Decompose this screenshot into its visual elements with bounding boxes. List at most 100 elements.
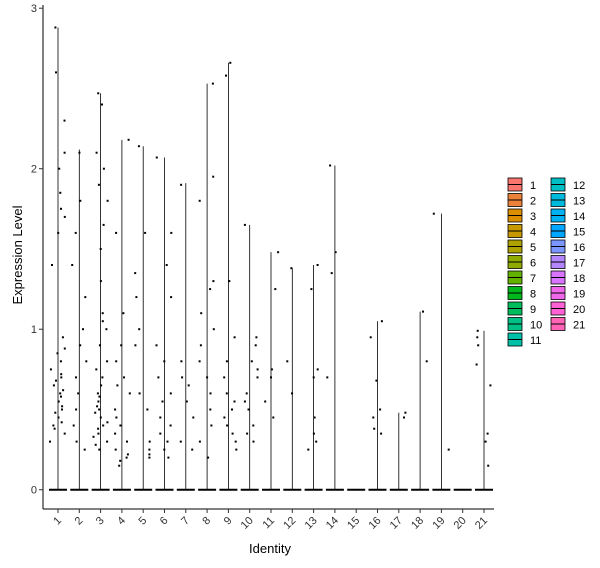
data-point [59, 191, 62, 194]
data-point [252, 424, 255, 427]
data-point [49, 440, 51, 443]
data-point [148, 440, 151, 443]
data-point [114, 408, 117, 411]
data-point [57, 400, 60, 403]
data-point [138, 392, 141, 395]
x-tick-label: 13 [303, 515, 320, 532]
data-point [380, 320, 383, 323]
legend-label-10: 10 [530, 320, 542, 332]
data-point [71, 264, 74, 266]
data-point [209, 392, 212, 395]
legend-label-7: 7 [530, 273, 536, 285]
data-point [380, 432, 383, 435]
y-tick-label: 0 [31, 485, 37, 497]
data-point [329, 164, 332, 167]
data-point [234, 440, 237, 443]
data-point [102, 424, 105, 427]
data-point [95, 151, 98, 154]
data-point [209, 288, 212, 291]
data-point [138, 328, 141, 331]
data-point [94, 443, 97, 446]
data-point [120, 344, 123, 347]
legend-label-6: 6 [530, 258, 536, 270]
data-point [127, 138, 130, 141]
data-point [198, 199, 201, 202]
x-tick-label: 10 [239, 515, 256, 532]
data-point [159, 432, 162, 435]
data-point [84, 296, 87, 299]
data-point [369, 336, 372, 339]
data-point [330, 272, 333, 275]
x-tick-label: 7 [179, 515, 192, 528]
data-point [55, 71, 57, 74]
data-point [270, 368, 273, 371]
data-point [101, 376, 104, 379]
y-axis-title: Expression Level [10, 205, 25, 304]
data-point [187, 384, 190, 387]
data-point [264, 400, 267, 403]
x-tick-label: 12 [281, 515, 298, 532]
data-point [307, 448, 310, 451]
data-point [170, 231, 173, 234]
data-point [291, 392, 293, 395]
data-point [225, 74, 227, 77]
legend-label-20: 20 [573, 304, 585, 316]
data-point [198, 360, 201, 363]
data-point [180, 183, 183, 186]
x-axis-title: Identity [249, 541, 291, 556]
data-point [159, 416, 162, 419]
x-tick-label: 5 [137, 515, 150, 528]
data-point [79, 344, 82, 347]
data-point [102, 223, 105, 226]
data-point [115, 231, 118, 234]
data-point [235, 448, 238, 451]
data-point [60, 395, 62, 398]
data-point [106, 440, 109, 443]
data-point [372, 416, 375, 419]
data-point [148, 448, 151, 451]
data-point [59, 392, 62, 395]
x-tick-label: 3 [94, 515, 107, 528]
data-point [52, 384, 55, 387]
data-point [75, 440, 78, 443]
data-point [487, 464, 490, 467]
legend-label-19: 19 [573, 289, 585, 301]
data-point [169, 424, 172, 427]
data-point [286, 360, 289, 363]
data-point [270, 376, 272, 379]
data-point [59, 360, 62, 363]
data-point [100, 384, 103, 387]
data-point [272, 416, 275, 419]
data-point [489, 384, 492, 387]
legend-label-1: 1 [530, 180, 536, 192]
data-point [95, 368, 98, 371]
data-point [134, 344, 137, 347]
x-tick-label: 20 [452, 515, 469, 532]
y-tick-label: 1 [31, 324, 37, 336]
data-point [49, 368, 52, 371]
x-tick-label: 18 [409, 515, 426, 532]
data-point [316, 368, 319, 371]
data-point [60, 373, 63, 376]
data-point [119, 424, 122, 427]
data-point [115, 416, 118, 419]
data-point [106, 199, 109, 202]
data-point [290, 267, 293, 270]
data-point [199, 344, 202, 347]
data-point [256, 376, 259, 379]
data-point [51, 264, 53, 266]
data-point [97, 183, 100, 186]
data-point [97, 432, 100, 435]
data-point [326, 376, 329, 379]
data-point [61, 336, 64, 339]
data-point [200, 312, 203, 315]
data-point [245, 392, 248, 395]
data-point [247, 408, 250, 411]
data-point [54, 411, 57, 414]
data-point [185, 400, 188, 403]
data-point [56, 352, 59, 355]
x-tick-label: 2 [73, 515, 86, 528]
data-point [114, 448, 117, 451]
data-point [116, 384, 119, 387]
